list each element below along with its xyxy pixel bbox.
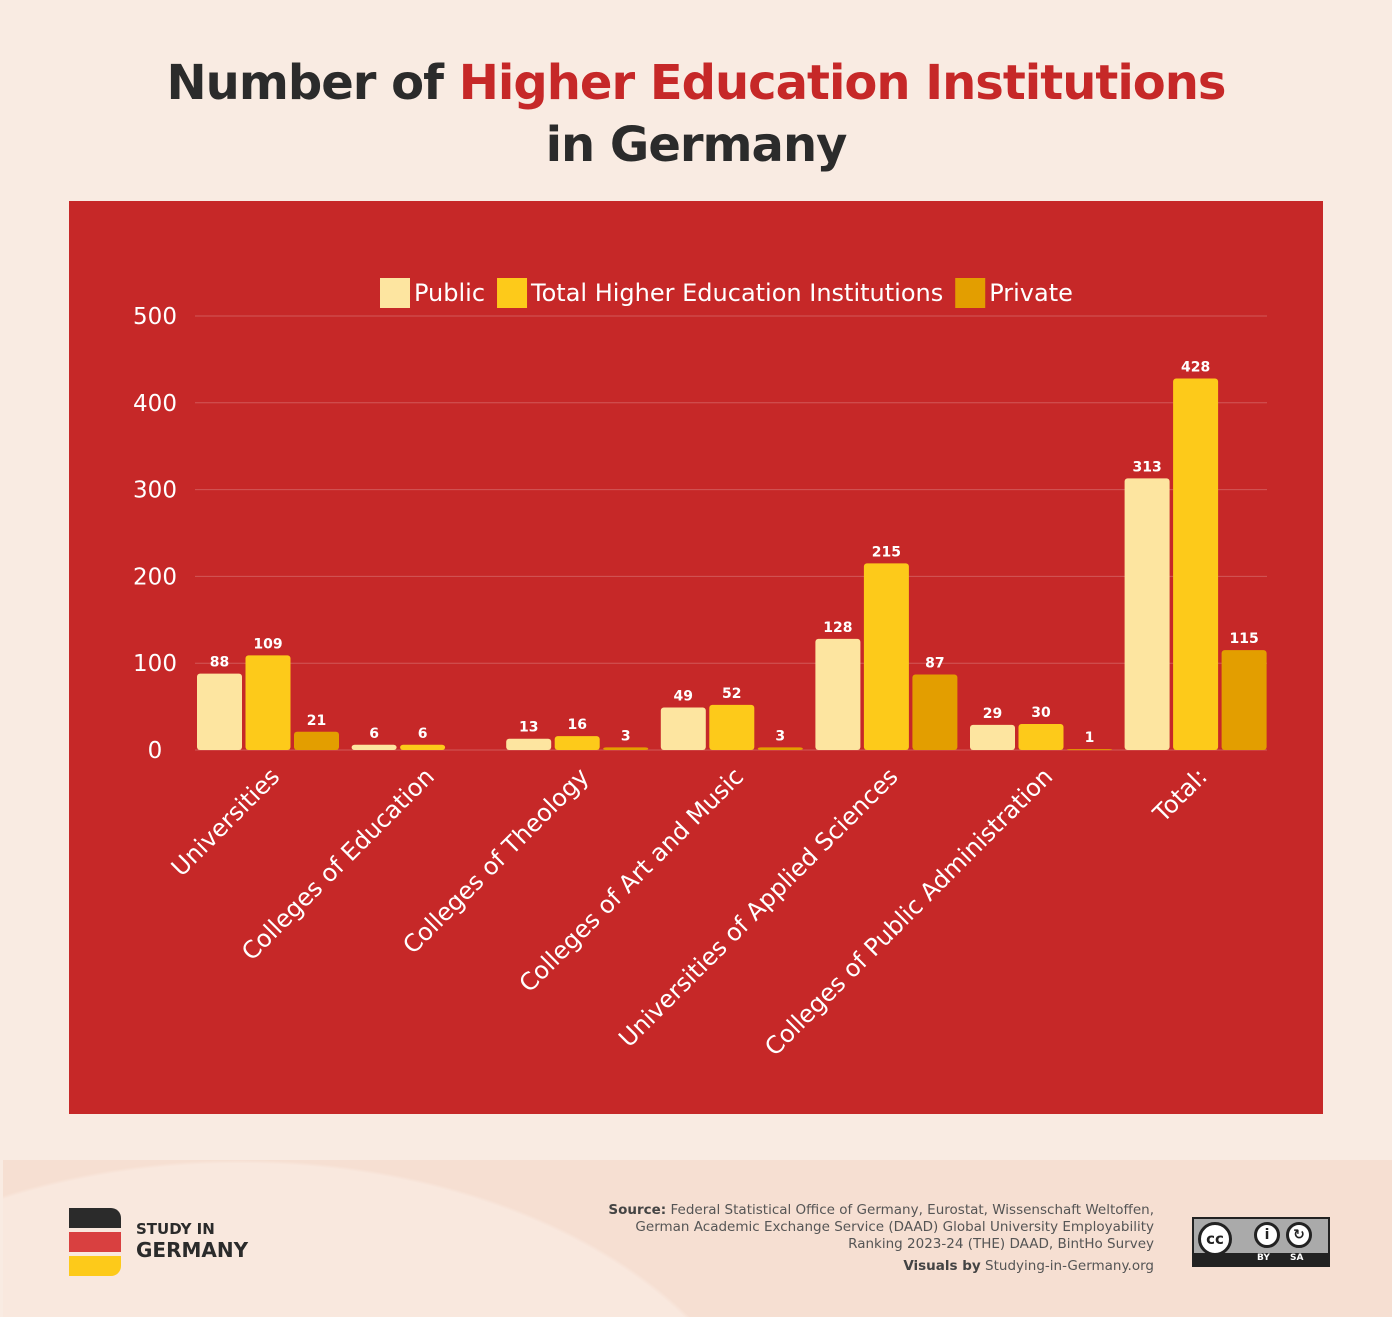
visuals-text: Studying-in-Germany.org — [985, 1258, 1154, 1274]
data-label: 88 — [210, 655, 229, 671]
bar — [912, 674, 958, 750]
data-label: 109 — [253, 636, 282, 652]
source-text-2: German Academic Exchange Service (DAAD) … — [635, 1219, 1154, 1235]
bar — [197, 673, 242, 750]
y-tick-label: 400 — [133, 391, 177, 417]
data-label: 428 — [1181, 359, 1210, 375]
license-labels: BY SA — [1194, 1253, 1328, 1265]
x-tick-label: Total: — [1147, 762, 1213, 828]
by-label: BY — [1257, 1253, 1270, 1263]
data-label: 3 — [775, 728, 785, 744]
bar — [554, 736, 600, 750]
attribution-icon: i — [1254, 1222, 1280, 1248]
data-label: 13 — [519, 720, 538, 736]
visuals-label: Visuals by — [903, 1258, 981, 1274]
bar — [970, 724, 1015, 750]
x-tick-label: Universities of Applied Sciences — [613, 762, 903, 1052]
bar — [603, 747, 649, 750]
legend-swatch — [380, 278, 410, 308]
data-label: 29 — [983, 706, 1002, 722]
data-label: 49 — [674, 688, 693, 704]
title-part1: Number of — [166, 55, 459, 111]
bar — [709, 704, 755, 750]
data-label: 6 — [418, 726, 428, 742]
bar — [1067, 749, 1112, 751]
bar — [245, 655, 291, 750]
y-tick-label: 0 — [148, 738, 163, 764]
data-label: 3 — [621, 728, 631, 744]
legend-swatch — [497, 278, 528, 308]
bar — [815, 638, 861, 750]
bar — [1124, 478, 1170, 750]
data-label: 21 — [307, 713, 326, 729]
flag-icon — [69, 1208, 121, 1276]
logo-line2: GERMANY — [136, 1238, 249, 1262]
bar — [506, 738, 552, 750]
source-label: Source: — [608, 1202, 667, 1218]
data-label: 1 — [1085, 730, 1095, 746]
bar — [1221, 650, 1267, 750]
data-label: 128 — [823, 620, 852, 636]
data-label: 30 — [1031, 705, 1051, 721]
legend-label: Public — [414, 279, 485, 307]
source-note: Source: Federal Statistical Office of Ge… — [608, 1202, 1154, 1275]
x-tick-label: Colleges of Public Administration — [759, 762, 1058, 1061]
cc-icon: cc — [1198, 1222, 1232, 1256]
data-label: 215 — [872, 544, 901, 560]
share-alike-icon: ↻ — [1286, 1222, 1312, 1248]
source-text-1: Federal Statistical Office of Germany, E… — [670, 1202, 1154, 1218]
bar — [757, 747, 803, 750]
title-highlight: Higher Education Institutions — [458, 55, 1227, 111]
data-label: 87 — [925, 655, 944, 671]
cc-by-sa-badge: cc i ↻ BY SA — [1192, 1217, 1330, 1267]
y-tick-label: 500 — [133, 304, 177, 330]
footer — [3, 1160, 1392, 1317]
x-tick-label: Universities — [166, 762, 285, 881]
legend-label: Private — [989, 279, 1073, 307]
sa-label: SA — [1290, 1253, 1304, 1263]
bar — [1018, 723, 1064, 750]
data-label: 52 — [722, 686, 741, 702]
title-line2: in Germany — [545, 117, 848, 173]
y-tick-label: 100 — [133, 651, 177, 677]
bar — [1173, 378, 1219, 750]
bar — [863, 563, 909, 750]
data-label: 115 — [1229, 631, 1258, 647]
bar — [400, 744, 446, 750]
logo-line1: STUDY IN — [136, 1220, 215, 1238]
source-text-3: Ranking 2023-24 (THE) DAAD, BintHo Surve… — [848, 1236, 1154, 1252]
data-label: 6 — [369, 726, 379, 742]
y-tick-label: 200 — [133, 564, 177, 590]
bar — [351, 744, 397, 750]
legend-swatch — [955, 278, 986, 308]
legend-label: Total Higher Education Institutions — [530, 279, 943, 307]
bar — [660, 707, 706, 750]
data-label: 313 — [1132, 459, 1161, 475]
chart-title: Number of Higher Education Institutions … — [0, 52, 1392, 176]
bar — [294, 731, 339, 750]
y-tick-label: 300 — [133, 478, 177, 504]
data-label: 16 — [567, 717, 586, 733]
study-in-germany-logo: STUDY IN GERMANY — [69, 1208, 248, 1280]
